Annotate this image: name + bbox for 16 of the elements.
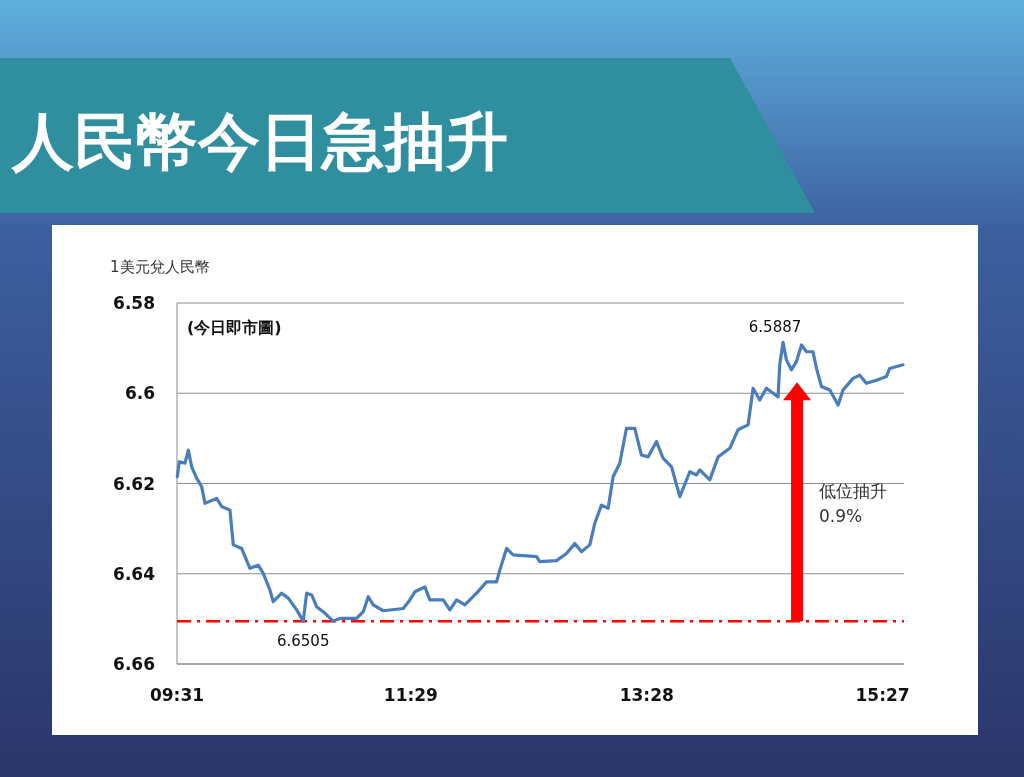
y-tick-label: 6.6 (124, 383, 155, 404)
y-tick-label: 6.64 (113, 563, 156, 584)
annotation: 6.6505 (276, 632, 330, 651)
x-tick-label: 13:28 (619, 685, 674, 705)
y-tick-label: 6.62 (113, 473, 155, 494)
y-axis-title: 1美元兌人民幣 (110, 258, 210, 276)
y-tick-label: 6.58 (113, 293, 155, 313)
annotation: 低位抽升 0.9% (819, 480, 888, 526)
y-tick-label: 6.66 (113, 654, 155, 674)
line-series (175, 340, 905, 623)
annotation: (今日即市圖) (187, 318, 282, 337)
x-tick-label: 15:27 (855, 685, 910, 705)
chart-title: 人民幣今日急抽升 (10, 105, 508, 178)
x-tick-label: 09:31 (149, 685, 205, 705)
annotation: 6.5887 (748, 318, 802, 337)
x-tick-label: 11:29 (383, 685, 438, 705)
